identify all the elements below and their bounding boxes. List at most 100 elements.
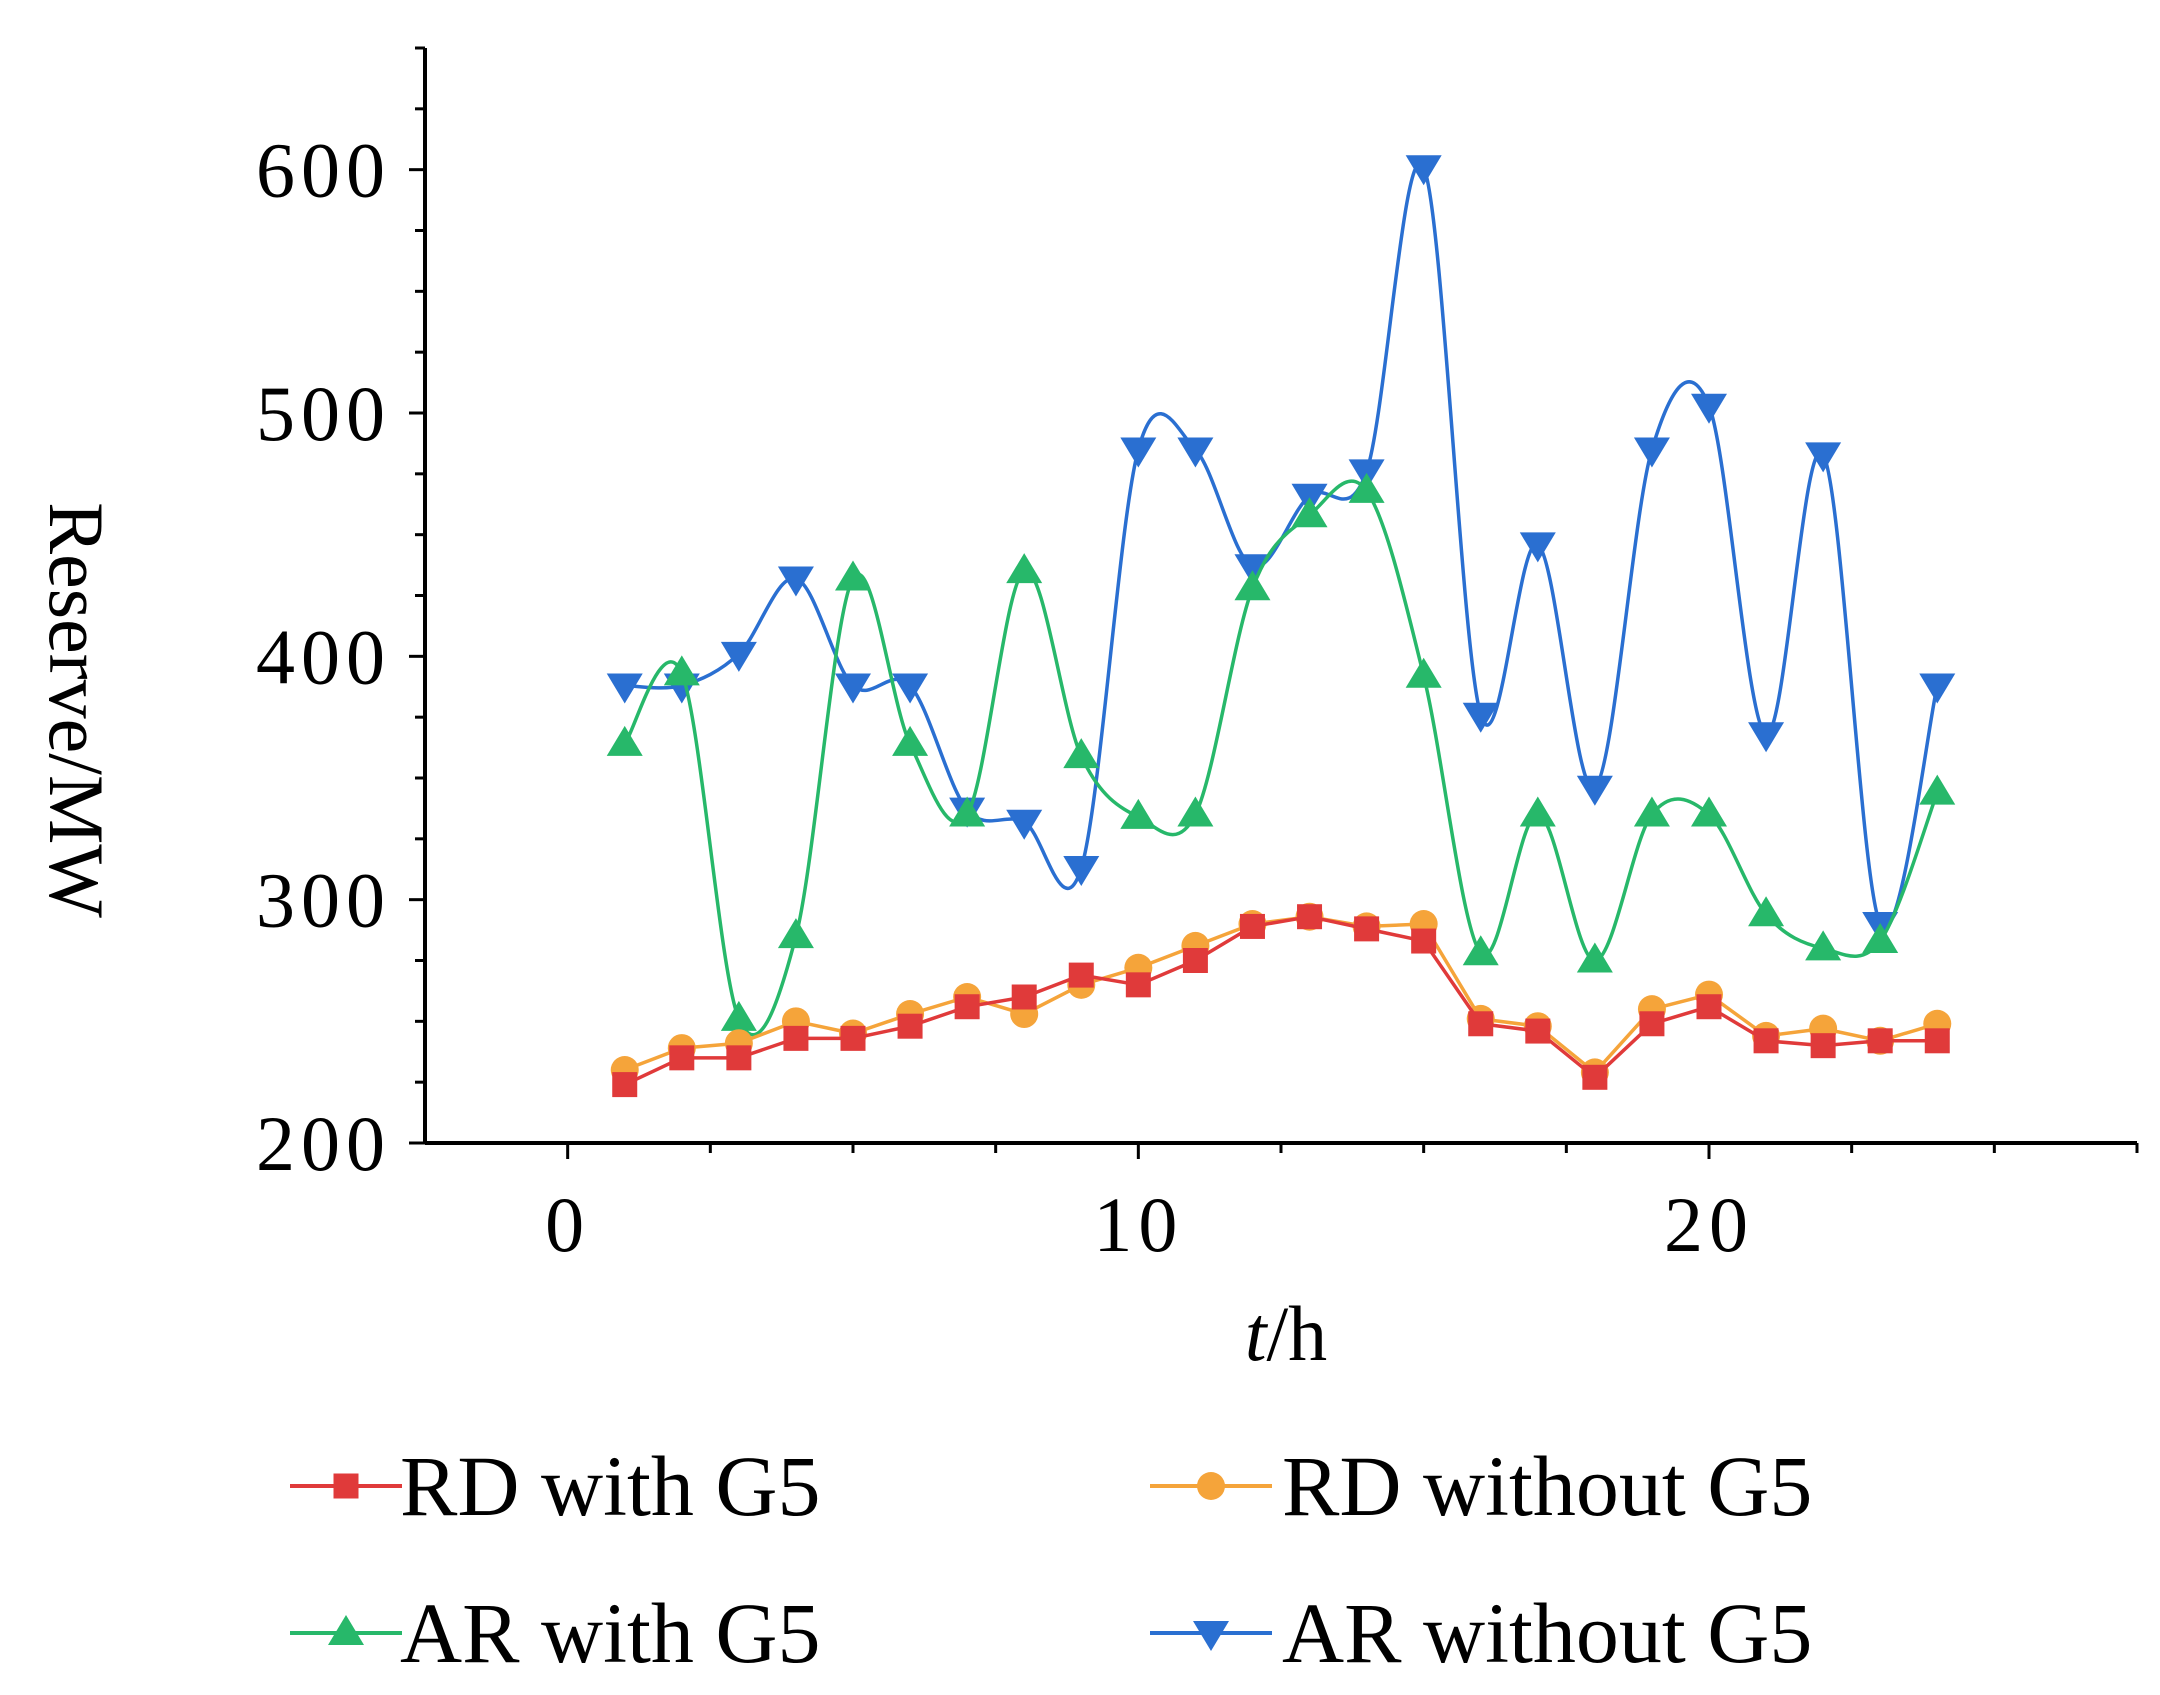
data-point-ar-with-g5 <box>1805 930 1842 961</box>
x-tick-label: 20 <box>1664 1181 1754 1268</box>
legend-marker-rd-without-g5 <box>1197 1472 1225 1500</box>
axes <box>409 46 2139 1159</box>
data-point-rd-with-g5 <box>1867 1028 1893 1054</box>
data-point-rd-with-g5 <box>1068 962 1094 988</box>
data-point-ar-with-g5 <box>1462 935 1499 966</box>
data-point-rd-with-g5 <box>726 1045 752 1071</box>
data-point-ar-without-g5 <box>835 673 871 704</box>
data-point-ar-with-g5 <box>1006 553 1043 584</box>
series-line-ar-with-g5 <box>623 479 1939 1037</box>
y-tick-label: 600 <box>256 127 391 214</box>
data-point-ar-without-g5 <box>1519 532 1556 563</box>
data-point-rd-with-g5 <box>1924 1028 1950 1054</box>
data-point-rd-with-g5 <box>1411 928 1437 954</box>
data-point-rd-with-g5 <box>1639 1011 1665 1037</box>
data-point-rd-with-g5 <box>1354 916 1380 942</box>
data-point-ar-with-g5 <box>663 655 700 686</box>
x-axis-title: t/h <box>1245 1290 1327 1377</box>
data-point-ar-with-g5 <box>606 725 643 756</box>
data-point-rd-with-g5 <box>1011 984 1037 1010</box>
legend-marker-rd-with-g5 <box>333 1473 359 1499</box>
data-point-rd-with-g5 <box>783 1025 809 1051</box>
legend-item-rd-without-g5: RD without G5 <box>1150 1438 1812 1534</box>
data-point-ar-without-g5 <box>1633 437 1670 468</box>
y-axis-title: Reserve/MW <box>33 502 120 918</box>
series-rd-with-g5 <box>612 904 1950 1098</box>
y-tick-label: 400 <box>256 613 391 700</box>
data-point-rd-with-g5 <box>612 1072 638 1098</box>
data-point-ar-without-g5 <box>720 641 757 672</box>
data-point-ar-without-g5 <box>1006 809 1043 840</box>
data-point-ar-with-g5 <box>720 1000 757 1031</box>
series-line-ar-without-g5 <box>624 161 1939 930</box>
legend-label-rd-without-g5: RD without G5 <box>1282 1438 1812 1534</box>
data-point-rd-with-g5 <box>1297 904 1323 930</box>
data-point-rd-with-g5 <box>840 1025 866 1051</box>
legend-label-ar-with-g5: AR with G5 <box>400 1585 820 1681</box>
series-ar-with-g5 <box>606 472 1956 1037</box>
data-point-ar-with-g5 <box>1748 896 1785 927</box>
data-point-rd-with-g5 <box>897 1013 923 1039</box>
x-axis-title-var: t <box>1245 1290 1269 1377</box>
data-point-rd-with-g5 <box>1239 913 1265 939</box>
data-point-ar-with-g5 <box>1576 942 1613 973</box>
data-point-ar-without-g5 <box>892 673 929 704</box>
data-point-ar-without-g5 <box>1120 437 1157 468</box>
data-point-ar-with-g5 <box>1063 738 1100 769</box>
legend-item-rd-with-g5: RD with G5 <box>290 1438 820 1534</box>
y-tick-label: 500 <box>256 370 391 457</box>
data-point-rd-with-g5 <box>1125 972 1151 998</box>
legend-marker-ar-with-g5 <box>328 1615 364 1645</box>
data-point-ar-with-g5 <box>1291 497 1328 528</box>
data-point-ar-without-g5 <box>1919 673 1956 704</box>
series-rd-without-g5 <box>610 902 1952 1087</box>
data-point-ar-with-g5 <box>1633 796 1670 827</box>
data-point-ar-with-g5 <box>1234 570 1271 601</box>
data-point-rd-with-g5 <box>669 1045 695 1071</box>
data-point-ar-without-g5 <box>1177 437 1214 468</box>
data-point-ar-with-g5 <box>892 725 929 756</box>
legend-marker-ar-without-g5 <box>1193 1621 1229 1651</box>
data-point-rd-with-g5 <box>1182 948 1208 973</box>
y-tick-label: 300 <box>256 857 391 944</box>
data-point-ar-without-g5 <box>1462 702 1499 733</box>
data-point-ar-with-g5 <box>1862 923 1899 954</box>
series-line-rd-with-g5 <box>623 914 1938 1087</box>
data-point-ar-with-g5 <box>1348 472 1385 503</box>
data-point-ar-with-g5 <box>1519 796 1556 827</box>
series-layer <box>606 155 1956 1098</box>
data-point-ar-with-g5 <box>949 796 986 827</box>
x-axis-title-unit: /h <box>1267 1290 1328 1377</box>
data-point-ar-without-g5 <box>1691 393 1727 424</box>
data-point-ar-without-g5 <box>606 673 643 704</box>
legend: RD with G5 RD without G5 AR with G5 AR with… <box>290 1438 1812 1681</box>
x-tick-label: 0 <box>545 1181 590 1268</box>
data-point-ar-with-g5 <box>1177 796 1214 827</box>
data-point-ar-without-g5 <box>1405 155 1442 186</box>
data-point-ar-with-g5 <box>777 918 814 949</box>
series-ar-without-g5 <box>606 155 1956 942</box>
data-point-ar-without-g5 <box>1748 722 1785 753</box>
axis-labels: 200 300 400 500 600 0 10 20 t/h Reserve/MW <box>33 127 1754 1377</box>
data-point-ar-with-g5 <box>1691 796 1727 827</box>
legend-label-rd-with-g5: RD with G5 <box>400 1438 820 1534</box>
data-point-rd-with-g5 <box>1696 994 1722 1020</box>
data-point-ar-with-g5 <box>1120 798 1157 829</box>
data-point-rd-with-g5 <box>1582 1064 1608 1090</box>
data-point-rd-with-g5 <box>1810 1033 1836 1059</box>
data-point-ar-without-g5 <box>1576 775 1613 806</box>
y-tick-label: 200 <box>256 1100 391 1187</box>
legend-item-ar-without-g5: AR without G5 <box>1150 1585 1812 1681</box>
x-tick-label: 10 <box>1093 1181 1183 1268</box>
legend-label-ar-without-g5: AR without G5 <box>1282 1585 1812 1681</box>
data-point-rd-with-g5 <box>954 994 980 1020</box>
legend-item-ar-with-g5: AR with G5 <box>290 1585 820 1681</box>
data-point-ar-without-g5 <box>777 566 814 597</box>
data-point-ar-with-g5 <box>1919 774 1956 805</box>
data-point-ar-without-g5 <box>1805 442 1842 473</box>
data-point-ar-without-g5 <box>1063 856 1100 887</box>
data-point-ar-without-g5 <box>1234 554 1271 585</box>
data-point-ar-with-g5 <box>1405 657 1442 688</box>
data-point-ar-with-g5 <box>835 560 871 591</box>
